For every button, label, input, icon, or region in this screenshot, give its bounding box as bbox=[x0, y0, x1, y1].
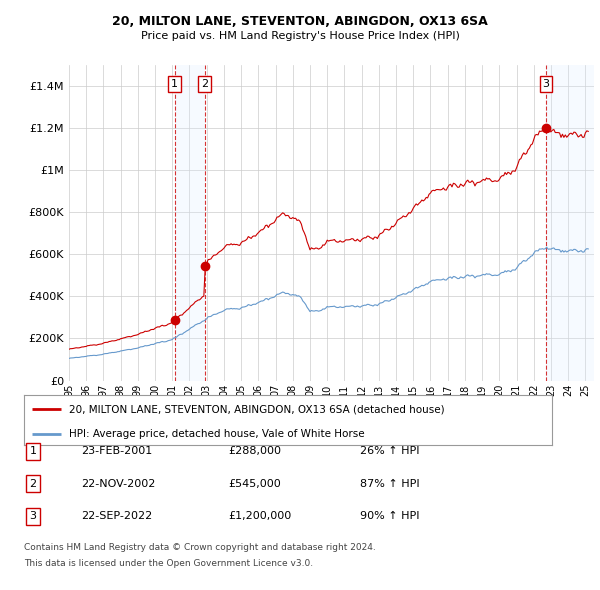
Text: This data is licensed under the Open Government Licence v3.0.: This data is licensed under the Open Gov… bbox=[24, 559, 313, 568]
Text: 90% ↑ HPI: 90% ↑ HPI bbox=[360, 512, 419, 521]
Text: 20, MILTON LANE, STEVENTON, ABINGDON, OX13 6SA: 20, MILTON LANE, STEVENTON, ABINGDON, OX… bbox=[112, 15, 488, 28]
Text: Price paid vs. HM Land Registry's House Price Index (HPI): Price paid vs. HM Land Registry's House … bbox=[140, 31, 460, 41]
Text: 87% ↑ HPI: 87% ↑ HPI bbox=[360, 479, 419, 489]
Text: HPI: Average price, detached house, Vale of White Horse: HPI: Average price, detached house, Vale… bbox=[69, 430, 365, 440]
Text: £1,200,000: £1,200,000 bbox=[228, 512, 291, 521]
Text: 2: 2 bbox=[29, 479, 37, 489]
Text: 2: 2 bbox=[201, 79, 208, 89]
Text: £545,000: £545,000 bbox=[228, 479, 281, 489]
Text: 3: 3 bbox=[542, 79, 550, 89]
Bar bbox=[175, 65, 205, 381]
Text: Contains HM Land Registry data © Crown copyright and database right 2024.: Contains HM Land Registry data © Crown c… bbox=[24, 543, 376, 552]
Text: 3: 3 bbox=[29, 512, 37, 521]
Bar bbox=[546, 65, 594, 381]
Text: 1: 1 bbox=[171, 79, 178, 89]
Text: £288,000: £288,000 bbox=[228, 447, 281, 456]
Text: 22-SEP-2022: 22-SEP-2022 bbox=[81, 512, 152, 521]
Text: 22-NOV-2002: 22-NOV-2002 bbox=[81, 479, 155, 489]
Text: 26% ↑ HPI: 26% ↑ HPI bbox=[360, 447, 419, 456]
Text: 23-FEB-2001: 23-FEB-2001 bbox=[81, 447, 152, 456]
Text: 20, MILTON LANE, STEVENTON, ABINGDON, OX13 6SA (detached house): 20, MILTON LANE, STEVENTON, ABINGDON, OX… bbox=[69, 404, 445, 414]
Text: 1: 1 bbox=[29, 447, 37, 456]
